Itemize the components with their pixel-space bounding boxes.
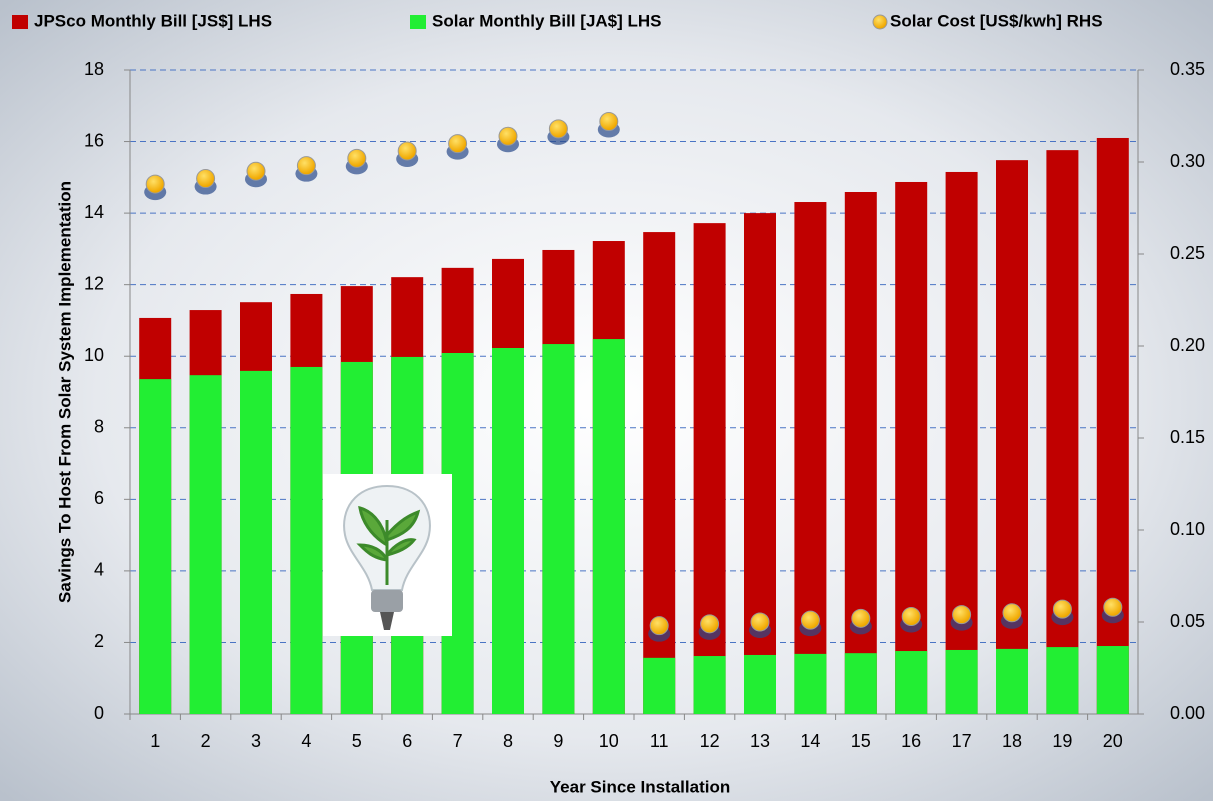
marker xyxy=(700,614,720,634)
y2-tick-label: 0.30 xyxy=(1170,151,1205,171)
y2-tick-label: 0.25 xyxy=(1170,243,1205,263)
bar xyxy=(1046,647,1079,714)
marker xyxy=(1052,599,1072,619)
marker xyxy=(800,610,820,630)
y-tick-label: 10 xyxy=(84,345,104,365)
bar xyxy=(895,181,928,715)
y-axis-title: Savings To Host From Solar System Implem… xyxy=(55,181,74,603)
y-tick-label: 6 xyxy=(94,488,104,508)
marker xyxy=(548,119,568,139)
y2-tick-label: 0.20 xyxy=(1170,335,1205,355)
marker xyxy=(196,169,216,189)
bar xyxy=(693,223,726,714)
y-tick-label: 4 xyxy=(94,560,104,580)
legend-marker xyxy=(872,14,888,30)
y-tick-label: 16 xyxy=(84,130,104,150)
x-tick-label: 18 xyxy=(1002,731,1022,751)
marker xyxy=(649,616,669,636)
x-tick-label: 6 xyxy=(402,731,412,751)
y2-tick-label: 0.35 xyxy=(1170,59,1205,79)
x-tick-label: 15 xyxy=(851,731,871,751)
y2-tick-label: 0.15 xyxy=(1170,427,1205,447)
legend-label: Solar Monthly Bill [JA$] LHS xyxy=(432,11,662,30)
marker xyxy=(599,112,619,132)
marker xyxy=(347,148,367,168)
bar xyxy=(895,651,928,714)
bar xyxy=(492,347,524,714)
x-tick-label: 20 xyxy=(1103,731,1123,751)
x-axis-title: Year Since Installation xyxy=(550,777,730,796)
marker xyxy=(1002,603,1022,623)
bar xyxy=(693,656,726,714)
bar xyxy=(592,339,625,714)
x-tick-label: 14 xyxy=(800,731,820,751)
marker xyxy=(296,156,316,176)
bar xyxy=(290,366,323,714)
y-tick-label: 18 xyxy=(84,59,104,79)
x-tick-label: 4 xyxy=(301,731,311,751)
bar xyxy=(240,370,272,714)
legend-label: Solar Cost [US$/kwh] RHS xyxy=(890,11,1103,30)
y-tick-label: 8 xyxy=(94,417,104,437)
bar xyxy=(1096,137,1129,714)
x-tick-label: 2 xyxy=(201,731,211,751)
marker xyxy=(1103,597,1123,617)
bar xyxy=(794,202,827,714)
bar xyxy=(139,379,172,714)
x-tick-label: 9 xyxy=(553,731,563,751)
y-tick-label: 0 xyxy=(94,703,104,723)
bar xyxy=(1046,150,1079,715)
bar xyxy=(744,213,776,714)
y2-tick-label: 0.00 xyxy=(1170,703,1205,723)
x-tick-label: 13 xyxy=(750,731,770,751)
bar xyxy=(643,657,676,714)
bar xyxy=(1096,646,1129,714)
x-tick-label: 1 xyxy=(150,731,160,751)
bar xyxy=(996,648,1028,714)
x-tick-label: 12 xyxy=(700,731,720,751)
y-tick-label: 12 xyxy=(84,273,104,293)
marker xyxy=(750,612,770,632)
bar xyxy=(794,653,827,714)
y-tick-label: 14 xyxy=(84,202,104,222)
bar xyxy=(189,375,222,714)
bulb-image xyxy=(323,474,452,636)
y-tick-label: 2 xyxy=(94,631,104,651)
marker xyxy=(145,174,165,194)
x-tick-label: 8 xyxy=(503,731,513,751)
bar xyxy=(542,344,575,714)
bar xyxy=(844,192,877,715)
bar xyxy=(844,653,877,714)
x-tick-label: 11 xyxy=(650,731,669,751)
x-tick-label: 10 xyxy=(599,731,619,751)
marker xyxy=(851,608,871,628)
bar xyxy=(945,171,978,714)
bar xyxy=(996,160,1028,714)
bar xyxy=(643,232,676,714)
bar xyxy=(744,654,776,714)
marker xyxy=(952,605,972,625)
y2-tick-label: 0.05 xyxy=(1170,611,1205,631)
x-tick-label: 7 xyxy=(453,731,463,751)
legend-marker xyxy=(410,15,426,29)
x-tick-label: 3 xyxy=(251,731,261,751)
marker xyxy=(901,606,921,626)
x-tick-label: 17 xyxy=(952,731,972,751)
x-tick-label: 19 xyxy=(1052,731,1072,751)
marker xyxy=(448,134,468,154)
y2-tick-label: 0.10 xyxy=(1170,519,1205,539)
x-tick-label: 16 xyxy=(901,731,921,751)
x-tick-label: 5 xyxy=(352,731,362,751)
marker xyxy=(246,161,266,181)
legend-label: JPSco Monthly Bill [JS$] LHS xyxy=(34,11,272,30)
legend-marker xyxy=(12,15,28,29)
marker xyxy=(498,126,518,146)
marker xyxy=(397,141,417,161)
bar xyxy=(945,649,978,714)
